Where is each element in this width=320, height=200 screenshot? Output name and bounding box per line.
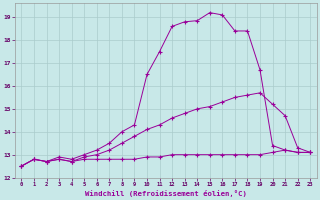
X-axis label: Windchill (Refroidissement éolien,°C): Windchill (Refroidissement éolien,°C) [85, 190, 247, 197]
